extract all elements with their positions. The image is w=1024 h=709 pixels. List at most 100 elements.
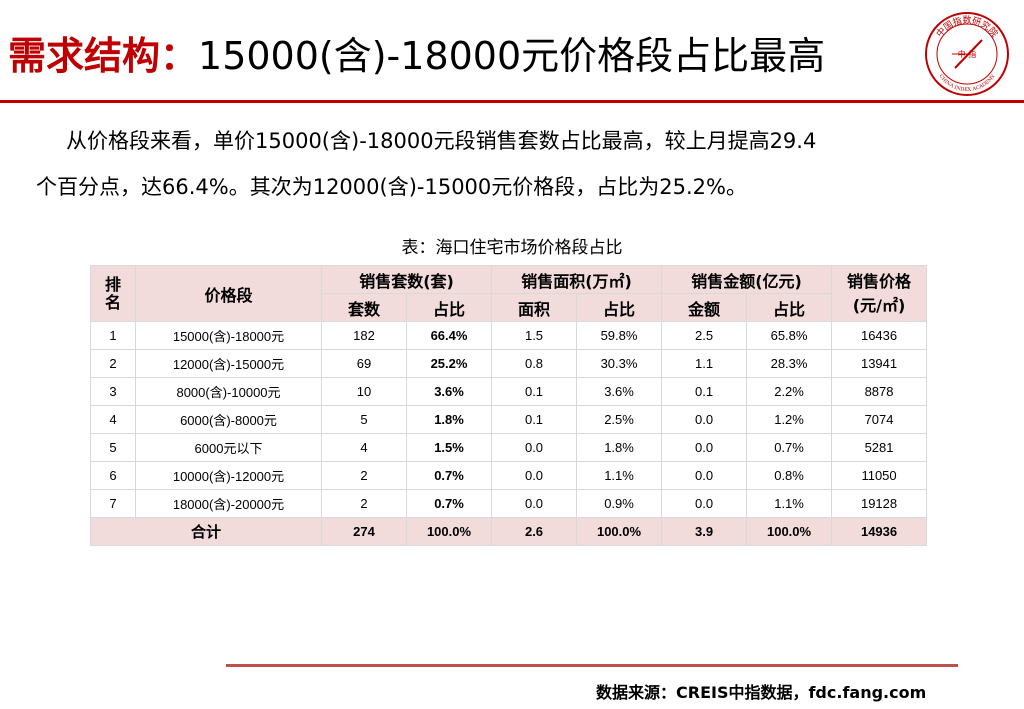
cell-area: 0.0: [491, 489, 578, 518]
total-price: 14936: [831, 517, 928, 546]
cell-units-share: 1.8%: [405, 405, 493, 434]
header-area: 销售面积(万㎡): [491, 265, 663, 294]
cell-amount: 0.0: [661, 461, 748, 490]
summary-line-1: 从价格段来看，单价15000(含)-18000元段销售套数占比最高，较上月提高2…: [66, 129, 817, 153]
cell-area: 0.1: [491, 377, 578, 406]
header-area-share: 占比: [576, 293, 663, 322]
cell-segment: 18000(含)-20000元: [135, 489, 322, 518]
cell-price: 11050: [831, 461, 928, 490]
cell-amount-share: 2.2%: [746, 377, 833, 406]
cell-amount-share: 1.2%: [746, 405, 833, 434]
cell-rank: 5: [90, 433, 136, 462]
cell-segment: 10000(含)-12000元: [135, 461, 322, 490]
footer-divider: [226, 664, 958, 667]
cell-rank: 6: [90, 461, 136, 490]
summary-paragraph: 从价格段来看，单价15000(含)-18000元段销售套数占比最高，较上月提高2…: [36, 118, 1004, 210]
total-units: 274: [321, 517, 407, 546]
cell-units: 182: [321, 321, 407, 350]
header-amount-share: 占比: [746, 293, 833, 322]
data-source: 数据来源：CREIS中指数据，fdc.fang.com: [596, 683, 927, 702]
cell-units-share: 0.7%: [405, 489, 493, 518]
cell-units: 4: [321, 433, 407, 462]
cell-units: 69: [321, 349, 407, 378]
title-prefix: 需求结构：: [8, 34, 199, 78]
cell-amount-share: 0.7%: [746, 433, 833, 462]
table-row: 1 15000(含)-18000元 182 66.4% 1.5 59.8% 2.…: [90, 321, 928, 350]
price-segment-table: 排名 价格段 销售套数(套) 销售面积(万㎡) 销售金额(亿元) 销售价格(元/…: [90, 265, 928, 546]
total-area: 2.6: [491, 517, 578, 546]
cell-segment: 12000(含)-15000元: [135, 349, 322, 378]
table-row: 5 6000元以下 4 1.5% 0.0 1.8% 0.0 0.7% 5281: [90, 433, 928, 462]
cell-segment: 8000(含)-10000元: [135, 377, 322, 406]
table-row: 2 12000(含)-15000元 69 25.2% 0.8 30.3% 1.1…: [90, 349, 928, 378]
header-units-share: 占比: [405, 293, 493, 322]
china-index-academy-logo: 中国指数研究院 CHINA INDEX ACADEMY 中 指: [922, 10, 1012, 98]
cell-rank: 2: [90, 349, 136, 378]
cell-amount: 0.1: [661, 377, 748, 406]
cell-units-share: 0.7%: [405, 461, 493, 490]
cell-units-share: 66.4%: [405, 321, 493, 350]
cell-area: 0.0: [491, 433, 578, 462]
cell-units: 5: [321, 405, 407, 434]
cell-amount-share: 28.3%: [746, 349, 833, 378]
cell-area-share: 1.8%: [576, 433, 663, 462]
table-caption: 表：海口住宅市场价格段占比: [401, 238, 623, 258]
cell-amount: 0.0: [661, 489, 748, 518]
cell-price: 19128: [831, 489, 928, 518]
cell-rank: 3: [90, 377, 136, 406]
title-divider: [0, 100, 1024, 103]
cell-segment: 6000元以下: [135, 433, 322, 462]
cell-units-share: 3.6%: [405, 377, 493, 406]
cell-units-share: 25.2%: [405, 349, 493, 378]
total-units-share: 100.0%: [405, 517, 493, 546]
total-amount-share: 100.0%: [746, 517, 833, 546]
cell-rank: 1: [90, 321, 136, 350]
cell-area: 1.5: [491, 321, 578, 350]
page-title: 需求结构：15000(含)-18000元价格段占比最高: [8, 26, 825, 86]
header-units: 销售套数(套): [320, 265, 493, 294]
cell-area-share: 2.5%: [576, 405, 663, 434]
cell-amount: 0.0: [661, 405, 748, 434]
cell-area-share: 0.9%: [576, 489, 663, 518]
cell-price: 7074: [831, 405, 928, 434]
svg-text:中国指数研究院: 中国指数研究院: [933, 14, 1000, 39]
cell-amount-share: 0.8%: [746, 461, 833, 490]
cell-area: 0.0: [491, 461, 578, 490]
cell-segment: 15000(含)-18000元: [135, 321, 322, 350]
cell-segment: 6000(含)-8000元: [135, 405, 322, 434]
svg-text:中 指: 中 指: [958, 49, 977, 59]
cell-price: 13941: [831, 349, 928, 378]
total-area-share: 100.0%: [576, 517, 663, 546]
cell-area-share: 3.6%: [576, 377, 663, 406]
cell-area-share: 59.8%: [576, 321, 663, 350]
header-area-value: 面积: [491, 293, 578, 322]
cell-amount: 0.0: [661, 433, 748, 462]
cell-area-share: 30.3%: [576, 349, 663, 378]
cell-area: 0.8: [491, 349, 578, 378]
title-main: 15000(含)-18000元价格段占比最高: [198, 34, 826, 78]
header-segment: 价格段: [135, 265, 322, 322]
summary-line-2: 个百分点，达66.4%。其次为12000(含)-15000元价格段，占比为25.…: [36, 175, 747, 199]
cell-amount: 2.5: [661, 321, 748, 350]
table-row: 3 8000(含)-10000元 10 3.6% 0.1 3.6% 0.1 2.…: [90, 377, 928, 406]
header-rank: 排名: [90, 265, 136, 322]
cell-amount: 1.1: [661, 349, 748, 378]
table-row: 4 6000(含)-8000元 5 1.8% 0.1 2.5% 0.0 1.2%…: [90, 405, 928, 434]
header-price: 销售价格(元/㎡): [831, 265, 928, 322]
header-amount-value: 金额: [661, 293, 748, 322]
cell-price: 16436: [831, 321, 928, 350]
cell-rank: 7: [90, 489, 136, 518]
cell-area: 0.1: [491, 405, 578, 434]
cell-price: 8878: [831, 377, 928, 406]
cell-price: 5281: [831, 433, 928, 462]
cell-area-share: 1.1%: [576, 461, 663, 490]
cell-units-share: 1.5%: [405, 433, 493, 462]
cell-rank: 4: [90, 405, 136, 434]
cell-units: 2: [321, 461, 407, 490]
table-total-row: 合计 274 100.0% 2.6 100.0% 3.9 100.0% 1493…: [90, 517, 928, 546]
header-amount: 销售金额(亿元): [661, 265, 833, 294]
total-label: 合计: [90, 517, 322, 546]
cell-amount-share: 1.1%: [746, 489, 833, 518]
table-row: 7 18000(含)-20000元 2 0.7% 0.0 0.9% 0.0 1.…: [90, 489, 928, 518]
cell-amount-share: 65.8%: [746, 321, 833, 350]
